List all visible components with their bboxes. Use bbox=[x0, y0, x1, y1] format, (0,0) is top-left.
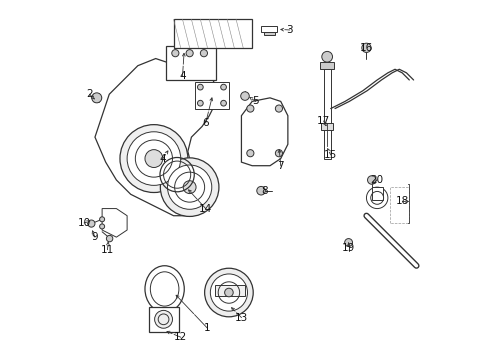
Circle shape bbox=[220, 84, 226, 90]
Circle shape bbox=[367, 187, 388, 208]
Text: 8: 8 bbox=[261, 186, 268, 196]
Circle shape bbox=[247, 105, 254, 112]
Circle shape bbox=[186, 50, 193, 57]
Text: 18: 18 bbox=[395, 197, 409, 206]
Circle shape bbox=[106, 235, 113, 242]
Polygon shape bbox=[321, 123, 333, 130]
Text: 13: 13 bbox=[235, 312, 248, 323]
Text: 1: 1 bbox=[204, 323, 211, 333]
Circle shape bbox=[220, 100, 226, 106]
Ellipse shape bbox=[145, 266, 184, 312]
Circle shape bbox=[275, 150, 283, 157]
Circle shape bbox=[183, 181, 196, 194]
Text: 3: 3 bbox=[286, 25, 293, 35]
Polygon shape bbox=[173, 19, 252, 48]
Circle shape bbox=[247, 150, 254, 157]
Polygon shape bbox=[372, 187, 383, 200]
Polygon shape bbox=[95, 59, 217, 216]
Circle shape bbox=[197, 100, 203, 106]
Circle shape bbox=[224, 288, 233, 297]
Polygon shape bbox=[167, 46, 217, 80]
Circle shape bbox=[99, 217, 104, 222]
Polygon shape bbox=[195, 82, 229, 109]
Text: 2: 2 bbox=[86, 89, 93, 99]
Polygon shape bbox=[102, 208, 127, 237]
Circle shape bbox=[368, 176, 376, 184]
Polygon shape bbox=[323, 66, 331, 158]
Text: 12: 12 bbox=[174, 332, 187, 342]
Circle shape bbox=[92, 93, 102, 103]
Circle shape bbox=[257, 186, 266, 195]
Circle shape bbox=[362, 43, 371, 53]
Circle shape bbox=[127, 132, 181, 185]
Circle shape bbox=[241, 92, 249, 100]
Circle shape bbox=[168, 165, 212, 209]
Text: 16: 16 bbox=[360, 43, 373, 53]
Circle shape bbox=[205, 268, 253, 317]
Circle shape bbox=[172, 50, 179, 57]
Circle shape bbox=[145, 150, 163, 167]
Circle shape bbox=[210, 274, 247, 311]
Polygon shape bbox=[148, 307, 179, 332]
Text: 11: 11 bbox=[101, 245, 114, 255]
Polygon shape bbox=[261, 26, 277, 32]
Text: 19: 19 bbox=[342, 243, 355, 253]
Circle shape bbox=[160, 158, 219, 216]
Text: 5: 5 bbox=[252, 96, 259, 107]
Polygon shape bbox=[320, 62, 334, 69]
Text: 9: 9 bbox=[92, 232, 98, 242]
Text: 20: 20 bbox=[370, 175, 384, 185]
Circle shape bbox=[120, 125, 188, 193]
Circle shape bbox=[197, 84, 203, 90]
Text: 14: 14 bbox=[199, 203, 212, 213]
Text: 4: 4 bbox=[160, 154, 166, 163]
Circle shape bbox=[275, 105, 283, 112]
Text: 7: 7 bbox=[277, 161, 284, 171]
Text: 10: 10 bbox=[78, 218, 91, 228]
Polygon shape bbox=[264, 32, 275, 35]
Text: 6: 6 bbox=[202, 118, 209, 128]
Text: 4: 4 bbox=[179, 71, 186, 81]
Polygon shape bbox=[215, 285, 245, 296]
Circle shape bbox=[99, 224, 104, 229]
Text: 17: 17 bbox=[317, 116, 330, 126]
Circle shape bbox=[344, 239, 352, 247]
Circle shape bbox=[200, 50, 207, 57]
Circle shape bbox=[88, 220, 95, 227]
Circle shape bbox=[155, 310, 172, 328]
Circle shape bbox=[322, 51, 333, 62]
Text: 15: 15 bbox=[324, 150, 337, 160]
Polygon shape bbox=[242, 98, 288, 166]
